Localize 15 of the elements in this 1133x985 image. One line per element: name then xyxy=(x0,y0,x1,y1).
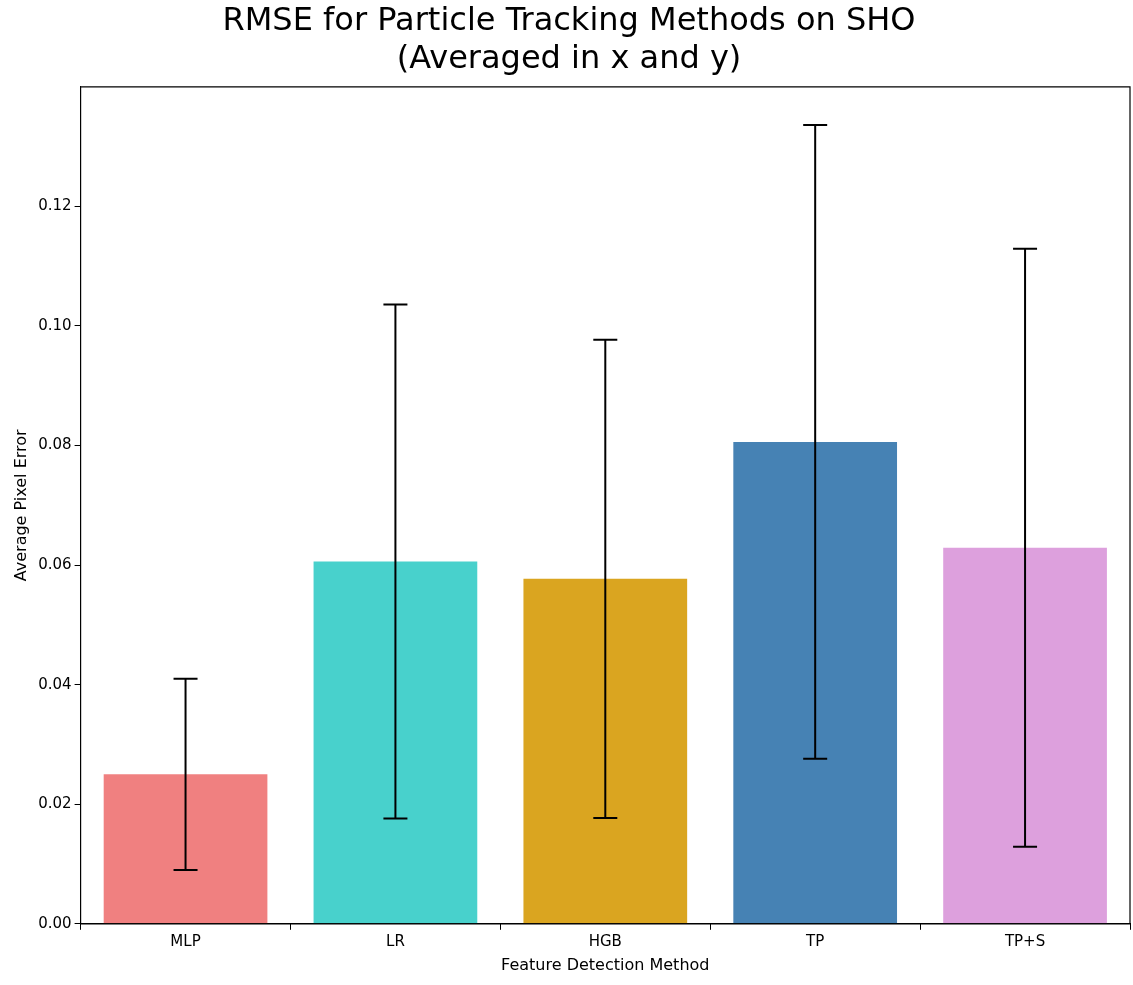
y-axis-title: Average Pixel Error xyxy=(10,428,30,582)
y-tick-label: 0.00 xyxy=(38,913,72,932)
x-axis-title: Feature Detection Method xyxy=(501,954,710,974)
x-tick-label: TP+S xyxy=(1003,931,1046,950)
y-tick-label: 0.08 xyxy=(38,435,72,454)
x-tick-label: MLP xyxy=(170,931,201,950)
y-tick-label: 0.04 xyxy=(38,674,72,693)
x-tick-label: TP xyxy=(805,931,825,950)
x-tick-label: HGB xyxy=(588,931,622,950)
chart-title: RMSE for Particle Tracking Methods on SHO (Averaged in x and y) xyxy=(222,0,916,76)
y-tick-label: 0.12 xyxy=(38,196,72,215)
y-tick-label: 0.02 xyxy=(38,794,72,813)
x-tick-label: LR xyxy=(386,931,405,950)
y-tick-label: 0.10 xyxy=(38,315,72,334)
y-tick-label: 0.06 xyxy=(38,554,72,573)
